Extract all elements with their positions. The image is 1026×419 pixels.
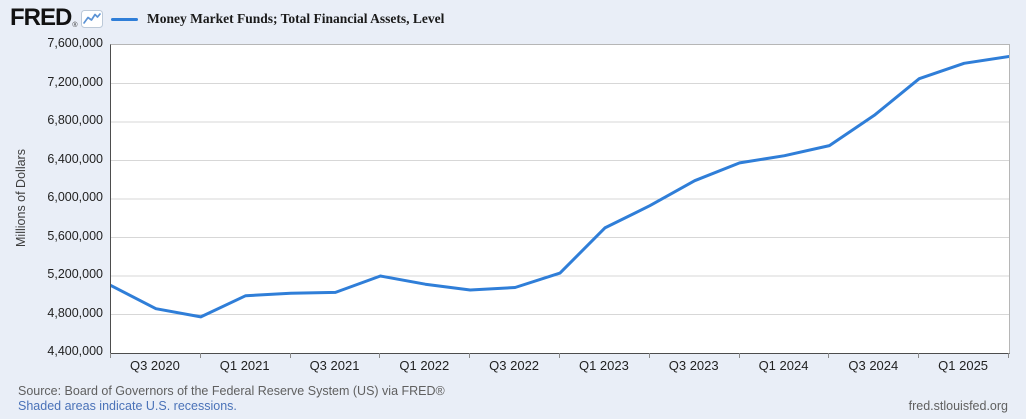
x-tick-mark xyxy=(199,353,201,358)
x-tick-label: Q1 2022 xyxy=(399,358,450,373)
x-tick-label: Q1 2021 xyxy=(219,358,270,373)
x-tick-label: Q1 2023 xyxy=(578,358,629,373)
y-tick-label: 6,000,000 xyxy=(47,190,103,204)
x-tick-mark xyxy=(738,353,740,358)
x-tick-label: Q3 2021 xyxy=(309,358,360,373)
registered-trademark-icon: ® xyxy=(72,22,78,29)
x-tick-mark xyxy=(110,353,111,358)
x-tick-label: Q1 2025 xyxy=(938,358,989,373)
x-tick-mark xyxy=(289,353,291,358)
x-tick-label: Q3 2020 xyxy=(129,358,180,373)
source-note: Source: Board of Governors of the Federa… xyxy=(18,384,445,398)
x-tick-mark xyxy=(379,353,381,358)
y-tick-label: 5,600,000 xyxy=(47,228,103,243)
fred-site-link[interactable]: fred.stlouisfed.org xyxy=(908,399,1008,413)
y-tick-label: 6,800,000 xyxy=(47,113,103,127)
x-tick-mark xyxy=(918,353,920,358)
x-tick-mark xyxy=(648,353,650,358)
recession-note-link[interactable]: Shaded areas indicate U.S. recessions. xyxy=(18,399,237,413)
legend-series-label: Money Market Funds; Total Financial Asse… xyxy=(147,11,445,26)
y-tick-label: 5,200,000 xyxy=(47,267,103,281)
fred-logo-text: FRED xyxy=(10,4,72,31)
line-chart-icon xyxy=(80,10,103,28)
x-tick-mark xyxy=(559,353,560,358)
series-line-money-market-funds[interactable] xyxy=(111,55,1009,319)
x-tick-label: Q3 2023 xyxy=(668,358,719,373)
y-tick-label: 7,200,000 xyxy=(47,74,103,89)
x-tick-label: Q3 2024 xyxy=(848,358,899,373)
y-tick-label: 6,400,000 xyxy=(47,151,103,166)
x-tick-mark xyxy=(469,353,471,358)
x-tick-mark xyxy=(1008,353,1009,358)
plot-area[interactable] xyxy=(110,44,1010,354)
x-tick-label: Q3 2022 xyxy=(489,358,540,373)
y-tick-label: 4,800,000 xyxy=(47,305,103,320)
y-tick-label: 7,600,000 xyxy=(47,36,103,50)
x-tick-label: Q1 2024 xyxy=(758,358,809,373)
fred-logo: FRED ® xyxy=(10,4,103,32)
legend-line-sample xyxy=(111,17,138,21)
x-tick-mark xyxy=(828,353,830,358)
y-tick-label: 4,400,000 xyxy=(47,344,103,358)
chart-legend: Money Market Funds; Total Financial Asse… xyxy=(111,11,444,27)
